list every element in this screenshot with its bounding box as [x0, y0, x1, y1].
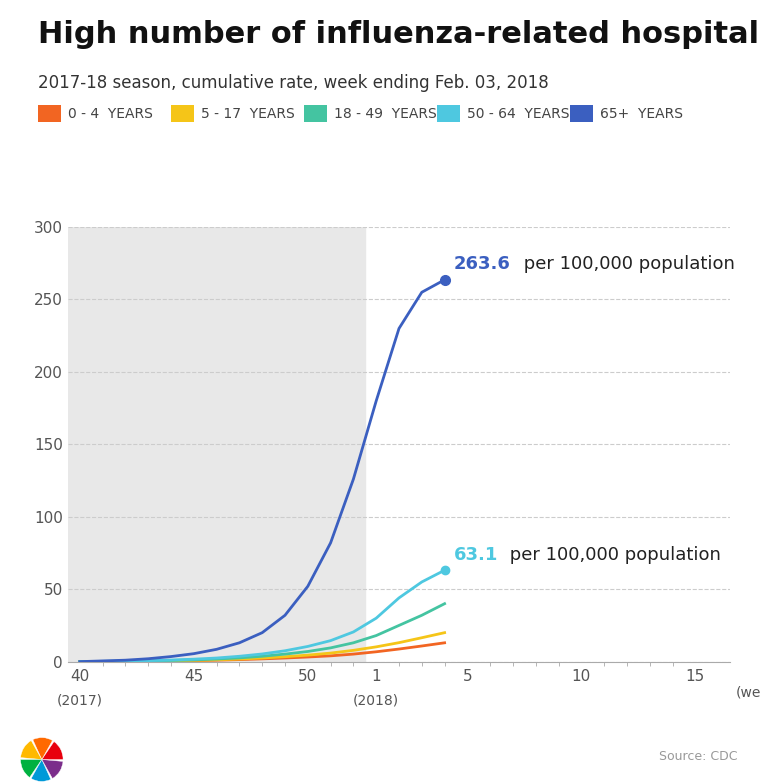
Text: 2017-18 season, cumulative rate, week ending Feb. 03, 2018: 2017-18 season, cumulative rate, week en… — [38, 74, 549, 92]
Text: (2018): (2018) — [353, 694, 399, 708]
Text: per 100,000 population: per 100,000 population — [504, 547, 720, 565]
Text: per 100,000 population: per 100,000 population — [518, 254, 734, 272]
Text: 263.6: 263.6 — [454, 254, 511, 272]
Text: High number of influenza-related hospitalizations: High number of influenza-related hospita… — [38, 20, 760, 49]
Text: 65+  YEARS: 65+ YEARS — [600, 106, 683, 121]
Text: 50 - 64  YEARS: 50 - 64 YEARS — [467, 106, 570, 121]
Text: (week): (week) — [736, 686, 760, 699]
Text: 18 - 49  YEARS: 18 - 49 YEARS — [334, 106, 437, 121]
Bar — [68, 227, 365, 662]
Text: 63.1: 63.1 — [454, 547, 498, 565]
Text: 5 - 17  YEARS: 5 - 17 YEARS — [201, 106, 295, 121]
Text: Source: CDC: Source: CDC — [659, 750, 737, 763]
Text: 0 - 4  YEARS: 0 - 4 YEARS — [68, 106, 154, 121]
Text: (2017): (2017) — [57, 694, 103, 708]
